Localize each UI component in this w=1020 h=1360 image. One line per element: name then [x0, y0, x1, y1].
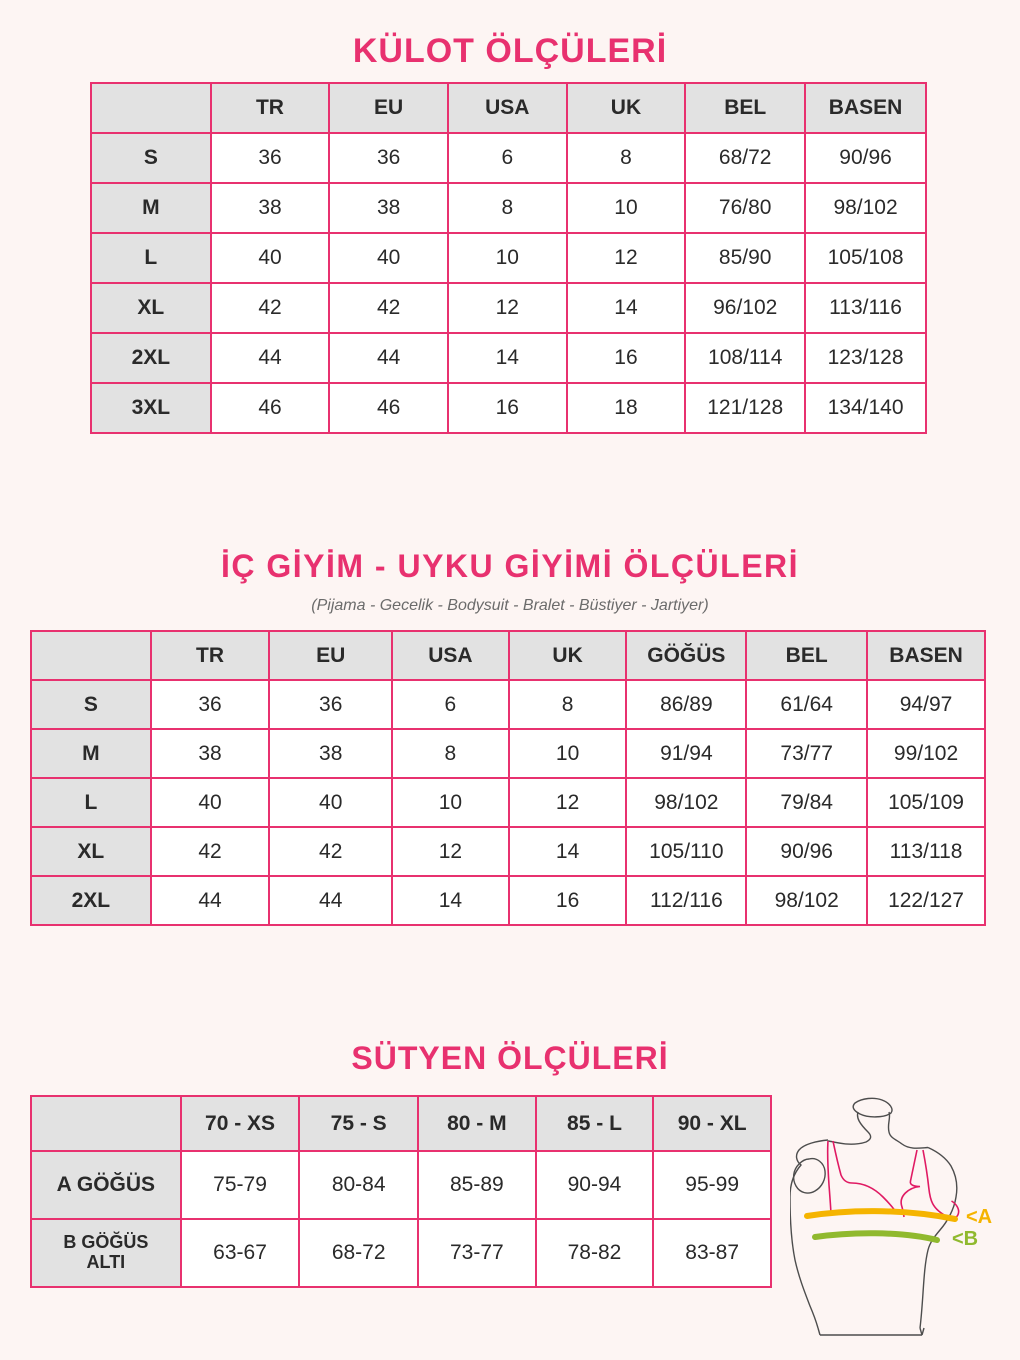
svg-text:<A: <A [966, 1206, 992, 1228]
svg-text:<B: <B [952, 1228, 978, 1250]
